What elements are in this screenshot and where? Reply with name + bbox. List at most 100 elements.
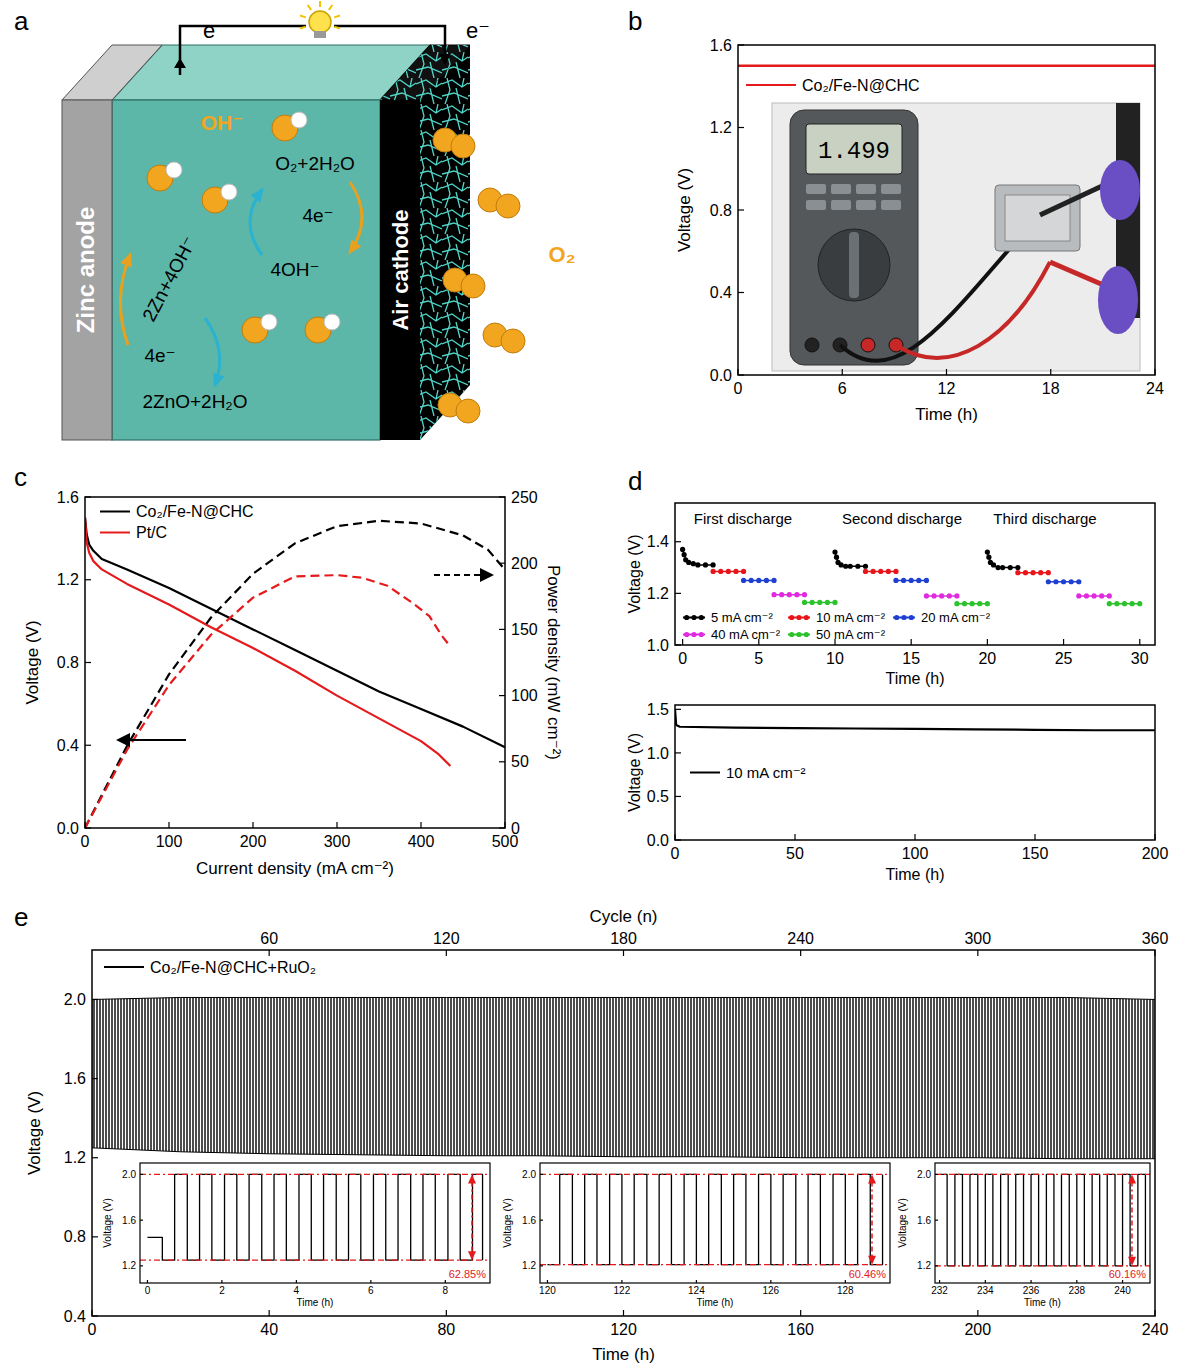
- x-tick: [547, 1280, 548, 1283]
- y-tick: [675, 593, 681, 594]
- x-tick: [794, 834, 795, 840]
- diagram-label: 2ZnO+2H₂O: [142, 391, 247, 412]
- series-marker: [947, 593, 952, 598]
- y-tick-label: 1.6: [64, 1070, 86, 1087]
- series-marker: [726, 569, 731, 574]
- bulb-ray: [334, 27, 340, 29]
- y-tick-label: 2.0: [122, 1169, 136, 1180]
- x-tick: [845, 1280, 846, 1283]
- y-tick-label: 1.4: [647, 533, 669, 550]
- series-marker: [1015, 565, 1020, 570]
- legend-label: 5 mA cm⁻²: [711, 610, 773, 625]
- y-tick: [140, 1220, 143, 1221]
- x-tick: [168, 822, 169, 828]
- diagram-label: 4OH⁻: [270, 259, 319, 280]
- plot-data: [675, 709, 1155, 730]
- inset-data: [540, 1174, 890, 1264]
- series-marker: [1122, 601, 1127, 606]
- x-tick-label: 240: [787, 930, 814, 947]
- plot-frame: [675, 503, 1155, 645]
- y-tick-label: 50: [511, 753, 529, 770]
- oh-ion: [291, 112, 307, 128]
- series-marker: [695, 562, 700, 567]
- x-tick-label: 120: [433, 930, 460, 947]
- x-tick: [1076, 1280, 1077, 1283]
- y-tick: [92, 1078, 98, 1079]
- y-tick: [540, 1220, 543, 1221]
- y-tick: [85, 662, 91, 663]
- series-line: [85, 575, 450, 828]
- x-tick: [269, 1310, 270, 1316]
- y-tick-label: 0.5: [647, 788, 669, 805]
- span-arrow-head: [468, 1174, 476, 1183]
- x-tick: [946, 369, 947, 375]
- y-tick: [92, 1315, 98, 1316]
- axis-pointer: [126, 739, 186, 741]
- legend-swatch: [746, 84, 796, 86]
- y-axis-title: Voltage (V): [626, 733, 643, 812]
- legend: 10 mA cm⁻²: [690, 764, 806, 781]
- y-tick: [738, 292, 744, 293]
- series-marker: [1107, 593, 1112, 598]
- legend-swatch: [104, 966, 144, 968]
- x-tick-label: 0: [88, 1321, 97, 1338]
- y-tick-label: 100: [511, 687, 538, 704]
- x-tick-label: 200: [1142, 845, 1169, 862]
- series-marker: [771, 592, 776, 597]
- bulb-ray: [308, 5, 312, 10]
- x-tick-label: 300: [324, 833, 351, 850]
- multimeter-button: [806, 184, 826, 194]
- series-marker: [1008, 565, 1013, 570]
- x-tick-label: 120: [539, 1285, 556, 1296]
- panel-d-top: 0510152025301.01.21.4Time (h)Voltage (V)…: [626, 503, 1155, 687]
- legend-marker: [691, 615, 696, 620]
- y-tick: [675, 541, 681, 542]
- x-tick-label: 6: [838, 380, 847, 397]
- x-tick: [1050, 369, 1051, 375]
- multimeter-button: [856, 200, 876, 210]
- legend-label: Pt/C: [136, 524, 167, 541]
- legend-marker: [691, 632, 696, 637]
- battery-cell: [995, 185, 1080, 251]
- x-tick: [674, 834, 675, 840]
- x-tick: [420, 822, 421, 828]
- multimeter-button: [806, 200, 826, 210]
- y-tick-label: 0.4: [57, 737, 79, 754]
- x-axis-title: Time (h): [915, 405, 978, 424]
- x-tick: [1154, 1310, 1155, 1316]
- y-tick-label: 0.0: [57, 820, 79, 837]
- figure: abcdeZinc anodeAir cathodee⁻e⁻OH⁻O₂O₂+2H…: [0, 0, 1180, 1372]
- bulb-ray: [300, 16, 306, 18]
- span-arrow-head: [868, 1256, 876, 1265]
- y-tick: [499, 827, 505, 828]
- reference-line: [540, 1264, 890, 1265]
- bulb: [309, 11, 331, 33]
- legend-swatch: [690, 772, 720, 774]
- legend-marker: [804, 632, 809, 637]
- x-tick: [1154, 369, 1155, 375]
- y-tick-label: 1.5: [647, 701, 669, 718]
- oh-ion: [166, 162, 182, 178]
- series-line: [85, 521, 505, 828]
- series-marker: [901, 578, 906, 583]
- inset-annotation: 62.85%: [449, 1268, 487, 1280]
- x-tick: [800, 1310, 801, 1316]
- series-marker: [1038, 570, 1043, 575]
- x-tick: [987, 639, 988, 645]
- span-arrow: [1131, 1181, 1133, 1258]
- y-tick-label: 1.0: [647, 745, 669, 762]
- x-tick: [842, 369, 843, 375]
- x-tick-label: 50: [786, 845, 804, 862]
- series-marker: [977, 601, 982, 606]
- axis-pointer-head: [116, 733, 130, 747]
- x-tick: [269, 950, 270, 956]
- bulb-ray: [334, 16, 340, 18]
- inset-background: [893, 1160, 1154, 1309]
- battery-window: [1005, 195, 1070, 241]
- series-marker: [832, 600, 837, 605]
- plot-frame: [738, 45, 1155, 375]
- x-tick: [985, 1280, 986, 1283]
- axis-pointer: [434, 574, 482, 576]
- x-tick-label: 128: [837, 1285, 854, 1296]
- x-tick-label: 6: [368, 1285, 374, 1296]
